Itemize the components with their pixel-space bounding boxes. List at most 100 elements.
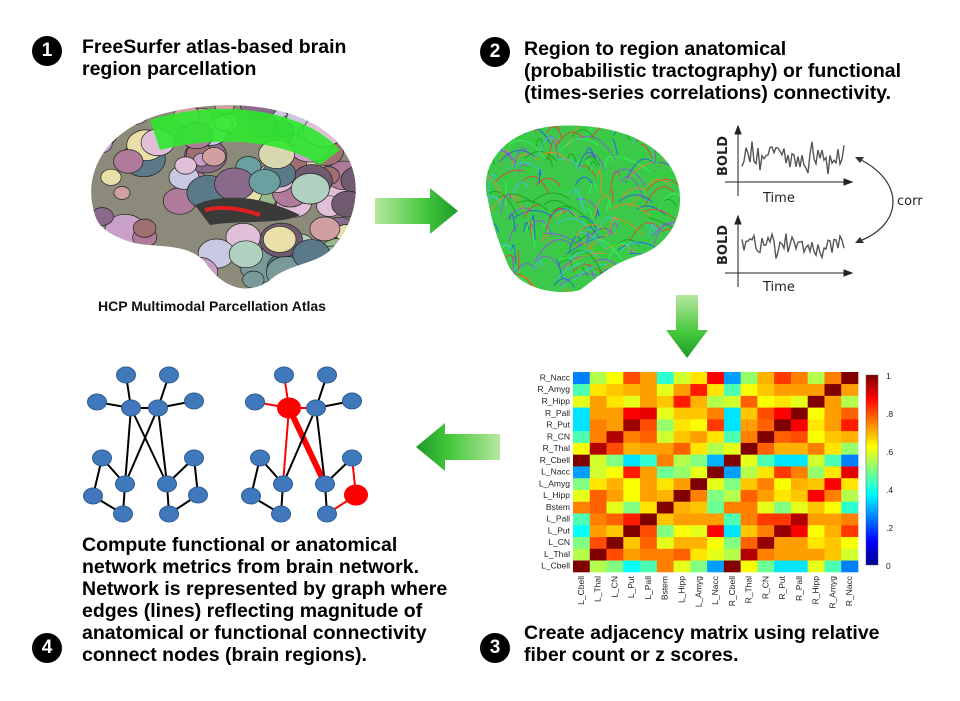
matrix-row-label: R_Cbell bbox=[540, 455, 570, 465]
colorbar-tick-label: 1 bbox=[886, 371, 891, 381]
fiber-tract bbox=[532, 192, 570, 202]
fiber-tract bbox=[508, 224, 520, 242]
fiber-tract bbox=[664, 125, 681, 130]
matrix-cell bbox=[807, 524, 825, 538]
fiber-tract bbox=[485, 286, 506, 293]
matrix-cell bbox=[807, 395, 825, 408]
matrix-cell bbox=[740, 395, 758, 408]
matrix-cell bbox=[790, 407, 809, 420]
fiber-tract bbox=[671, 264, 681, 276]
step-4-title: Compute functional or anatomical network… bbox=[82, 534, 448, 666]
colorbar-tick-label: .4 bbox=[886, 485, 893, 495]
matrix-cell bbox=[757, 560, 775, 573]
fiber-tract bbox=[597, 169, 602, 194]
matrix-cell bbox=[573, 383, 591, 396]
matrix-cell bbox=[740, 407, 758, 420]
matrix-column-label: R_Pall bbox=[794, 576, 804, 601]
matrix-cell bbox=[774, 536, 792, 549]
matrix-cell bbox=[707, 454, 725, 467]
fiber-tract bbox=[526, 220, 534, 232]
matrix-cell bbox=[673, 407, 691, 420]
matrix-cell bbox=[673, 501, 691, 514]
network-graph-baseline bbox=[83, 366, 208, 523]
matrix-cell bbox=[623, 524, 641, 538]
matrix-cell bbox=[673, 430, 691, 443]
matrix-cell bbox=[824, 477, 842, 490]
matrix-cell bbox=[673, 442, 691, 455]
matrix-cell bbox=[606, 419, 624, 432]
matrix-cell bbox=[623, 548, 641, 561]
step-1-title: FreeSurfer atlas-based brain region parc… bbox=[82, 36, 347, 80]
matrix-cell bbox=[740, 466, 758, 479]
brain-parcel bbox=[100, 168, 122, 186]
fiber-tract bbox=[549, 125, 559, 128]
fiber-tract bbox=[575, 223, 606, 238]
matrix-cell bbox=[589, 501, 607, 514]
fiber-tract bbox=[542, 222, 550, 233]
brain-parcel bbox=[123, 105, 149, 125]
matrix-cell bbox=[824, 407, 842, 420]
fiber-tract bbox=[555, 217, 592, 231]
matrix-cell bbox=[707, 430, 725, 443]
matrix-cell bbox=[790, 477, 809, 490]
matrix-cell bbox=[589, 560, 607, 573]
matrix-cell bbox=[841, 430, 859, 443]
matrix-cell bbox=[656, 395, 674, 408]
matrix-cell bbox=[757, 430, 775, 443]
matrix-cell bbox=[573, 407, 591, 420]
network-node bbox=[159, 505, 179, 523]
network-node bbox=[317, 366, 337, 384]
matrix-cell bbox=[723, 442, 741, 455]
matrix-cell bbox=[824, 383, 842, 396]
network-node bbox=[157, 475, 177, 493]
brain-parcel bbox=[332, 238, 356, 267]
matrix-cell bbox=[707, 536, 725, 549]
matrix-cell bbox=[673, 395, 691, 408]
matrix-cell bbox=[573, 501, 591, 514]
matrix-cell bbox=[690, 442, 708, 455]
brain-parcel bbox=[115, 105, 133, 117]
fiber-tract bbox=[673, 275, 681, 293]
brain-parcel bbox=[329, 105, 356, 121]
matrix-cell bbox=[656, 524, 674, 538]
fiber-tract bbox=[553, 278, 575, 288]
fiber-tract bbox=[552, 205, 592, 227]
matrix-cell bbox=[841, 395, 859, 408]
fiber-tract bbox=[642, 286, 674, 293]
matrix-cell bbox=[673, 489, 691, 502]
fiber-tract bbox=[586, 230, 589, 246]
fiber-tract bbox=[619, 272, 649, 292]
matrix-cell bbox=[740, 536, 758, 549]
matrix-cell bbox=[690, 477, 708, 490]
fiber-tract bbox=[649, 173, 677, 183]
fiber-tract bbox=[481, 163, 484, 182]
fiber-tract bbox=[652, 221, 681, 237]
network-node bbox=[250, 449, 270, 467]
matrix-cell bbox=[606, 477, 624, 490]
matrix-cell bbox=[673, 477, 691, 490]
matrix-cell bbox=[573, 536, 591, 549]
fiber-tract bbox=[511, 153, 540, 165]
matrix-cell bbox=[606, 489, 624, 502]
colorbar-tick-label: 0 bbox=[886, 561, 891, 571]
matrix-cell bbox=[774, 430, 792, 443]
brain-parcel bbox=[202, 147, 226, 167]
fiber-tract bbox=[537, 136, 558, 157]
fiber-tract bbox=[646, 178, 680, 192]
matrix-cell bbox=[623, 430, 641, 443]
colorbar bbox=[865, 374, 879, 566]
matrix-cell bbox=[690, 454, 708, 467]
fiber-tract bbox=[559, 273, 598, 286]
matrix-cell bbox=[807, 560, 825, 573]
matrix-cell bbox=[807, 513, 825, 526]
matrix-cell bbox=[640, 430, 658, 443]
matrix-cell bbox=[723, 383, 741, 396]
fiber-tract bbox=[663, 248, 677, 263]
matrix-cell bbox=[790, 372, 809, 385]
matrix-cell bbox=[757, 501, 775, 514]
fiber-tract bbox=[604, 244, 637, 254]
matrix-cell bbox=[573, 466, 591, 479]
matrix-row-label: R_Nacc bbox=[540, 372, 571, 382]
corr-arrow bbox=[856, 157, 894, 243]
matrix-cell bbox=[623, 395, 641, 408]
